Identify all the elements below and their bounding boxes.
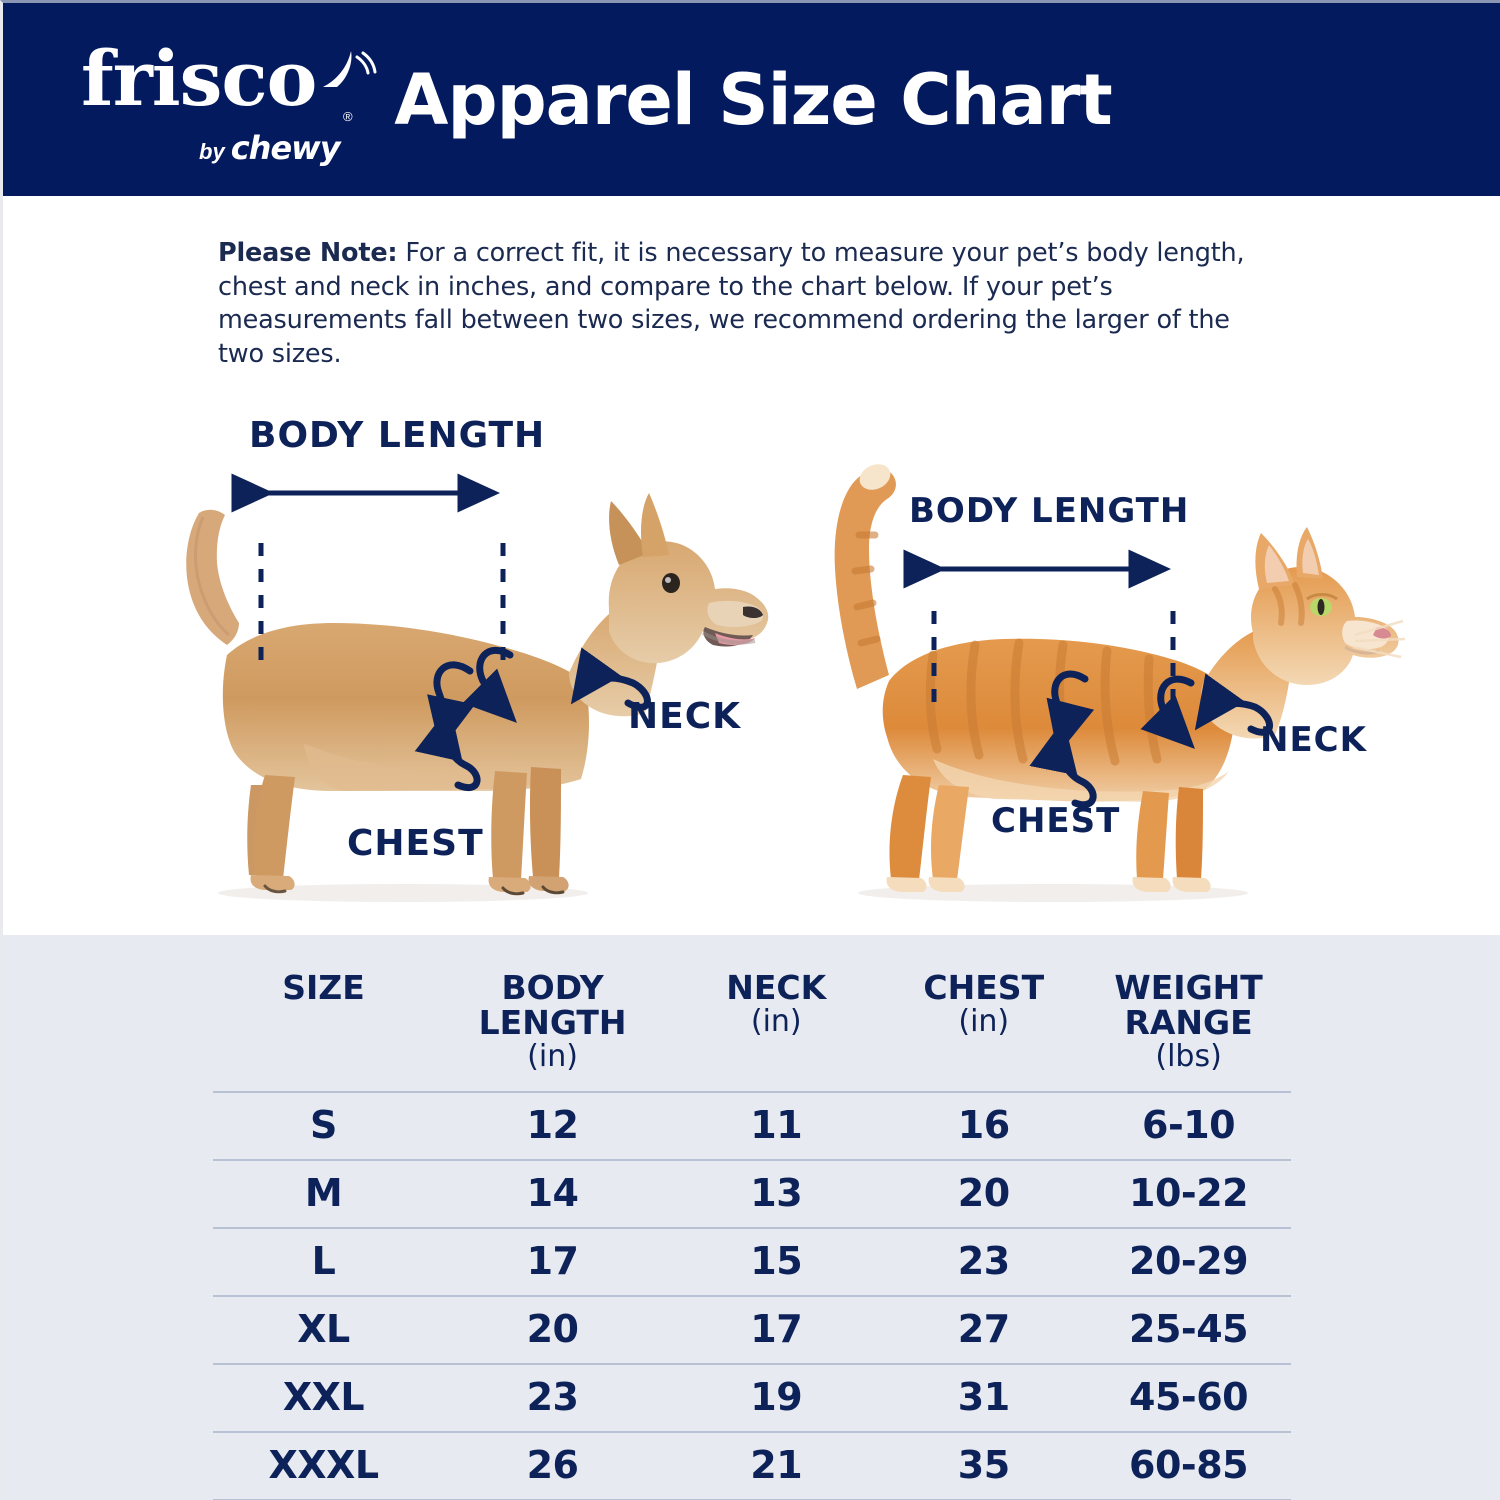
cell-chest: 23: [957, 1238, 1010, 1283]
table-row: M 14 13 20 10-22: [213, 1159, 1291, 1228]
cell-size: L: [311, 1238, 336, 1283]
cell-weight-range: 10-22: [1129, 1170, 1249, 1215]
cat-neck-label: NECK: [1260, 720, 1367, 760]
logo-sublockup: by chewy: [199, 129, 341, 167]
column-header-body-length: BODY LENGTH (in): [434, 970, 671, 1092]
cell-body-length: 17: [526, 1238, 579, 1283]
cell-size: XXL: [282, 1374, 365, 1419]
logo-chewy-wordmark: chewy: [230, 129, 341, 167]
measurement-diagrams: BODY LENGTH NECK CHEST BODY LENGTH NECK …: [3, 393, 1500, 938]
dog-body-length-label: BODY LENGTH: [249, 415, 546, 456]
cell-body-length: 20: [526, 1306, 579, 1351]
cat-body-length-label: BODY LENGTH: [909, 491, 1190, 531]
cell-neck: 21: [750, 1442, 803, 1487]
header-band: frisco ® by chewy Apparel Size Chart: [3, 3, 1500, 196]
table-row: XXL 23 19 31 45-60: [213, 1363, 1291, 1432]
dog-chest-label: CHEST: [347, 823, 484, 864]
column-header-weight-range-unit: (lbs): [1155, 1038, 1222, 1074]
logo-swoosh-icon: [323, 51, 377, 87]
cat-body-length-dimension: [903, 549, 1176, 711]
dog-illustration: [186, 493, 769, 902]
column-header-size: SIZE: [213, 970, 434, 1092]
logo-wordmark: frisco: [81, 34, 317, 123]
cell-size: XXXL: [268, 1442, 379, 1487]
registered-trademark-icon: ®: [343, 109, 353, 124]
please-note-text: Please Note: For a correct fit, it is ne…: [218, 237, 1253, 372]
table-row: XL 20 17 27 25-45: [213, 1295, 1291, 1364]
table-row: XXXL 26 21 35 60-85: [213, 1431, 1291, 1500]
column-header-neck: NECK (in): [671, 970, 881, 1092]
frisco-logo[interactable]: frisco ® by chewy: [81, 34, 377, 167]
table-row: S 12 11 16 6-10: [213, 1091, 1291, 1160]
cat-girth-arrow: [1046, 670, 1195, 755]
cell-weight-range: 20-29: [1129, 1238, 1249, 1283]
diagram-illustration: [186, 464, 1406, 902]
cell-body-length: 14: [526, 1170, 579, 1215]
cell-neck: 11: [750, 1102, 803, 1147]
cell-neck: 15: [750, 1238, 803, 1283]
cell-body-length: 23: [526, 1374, 579, 1419]
cell-body-length: 12: [526, 1102, 579, 1147]
table-header-row: SIZE BODY LENGTH (in) NECK (in) CHEST (i…: [213, 970, 1291, 1092]
dog-neck-label: NECK: [628, 696, 742, 737]
cell-chest: 16: [957, 1102, 1010, 1147]
cell-chest: 20: [957, 1170, 1010, 1215]
please-note-body: For a correct fit, it is necessary to me…: [218, 238, 1245, 369]
cell-weight-range: 6-10: [1142, 1102, 1236, 1147]
cell-chest: 27: [957, 1306, 1010, 1351]
size-table: SIZE BODY LENGTH (in) NECK (in) CHEST (i…: [213, 970, 1291, 1500]
logo-by-text: by: [199, 139, 225, 164]
dog-girth-arrow: [427, 646, 517, 751]
cell-size: M: [304, 1170, 343, 1215]
cell-weight-range: 45-60: [1129, 1374, 1249, 1419]
please-note-label: Please Note:: [218, 238, 398, 268]
cell-neck: 17: [750, 1306, 803, 1351]
column-header-size-text: SIZE: [282, 968, 365, 1007]
column-header-neck-text: NECK: [726, 968, 827, 1007]
cell-size: XL: [297, 1306, 350, 1351]
cell-size: S: [310, 1102, 337, 1147]
cell-neck: 13: [750, 1170, 803, 1215]
cell-neck: 19: [750, 1374, 803, 1419]
column-header-chest-text: CHEST: [923, 968, 1045, 1007]
cat-neck-arrow: [1194, 673, 1273, 736]
cat-chest-label: CHEST: [991, 801, 1121, 841]
column-header-chest-unit: (in): [958, 1003, 1010, 1039]
size-table-panel: SIZE BODY LENGTH (in) NECK (in) CHEST (i…: [3, 935, 1500, 1500]
column-header-chest: CHEST (in): [881, 970, 1086, 1092]
column-header-body-length-unit: (in): [527, 1038, 578, 1074]
column-header-body-length-text: BODY LENGTH: [478, 968, 627, 1042]
cell-chest: 35: [957, 1442, 1010, 1487]
dog-neck-arrow: [570, 647, 651, 711]
table-row: L 17 15 23 20-29: [213, 1227, 1291, 1296]
column-header-neck-unit: (in): [750, 1003, 802, 1039]
column-header-weight-range: WEIGHT RANGE (lbs): [1086, 970, 1291, 1092]
dog-body-length-dimension: [231, 473, 506, 665]
cell-chest: 31: [957, 1374, 1010, 1419]
cell-body-length: 26: [526, 1442, 579, 1487]
column-header-weight-range-text: WEIGHT RANGE: [1114, 968, 1263, 1042]
cell-weight-range: 60-85: [1129, 1442, 1249, 1487]
cell-weight-range: 25-45: [1129, 1306, 1249, 1351]
